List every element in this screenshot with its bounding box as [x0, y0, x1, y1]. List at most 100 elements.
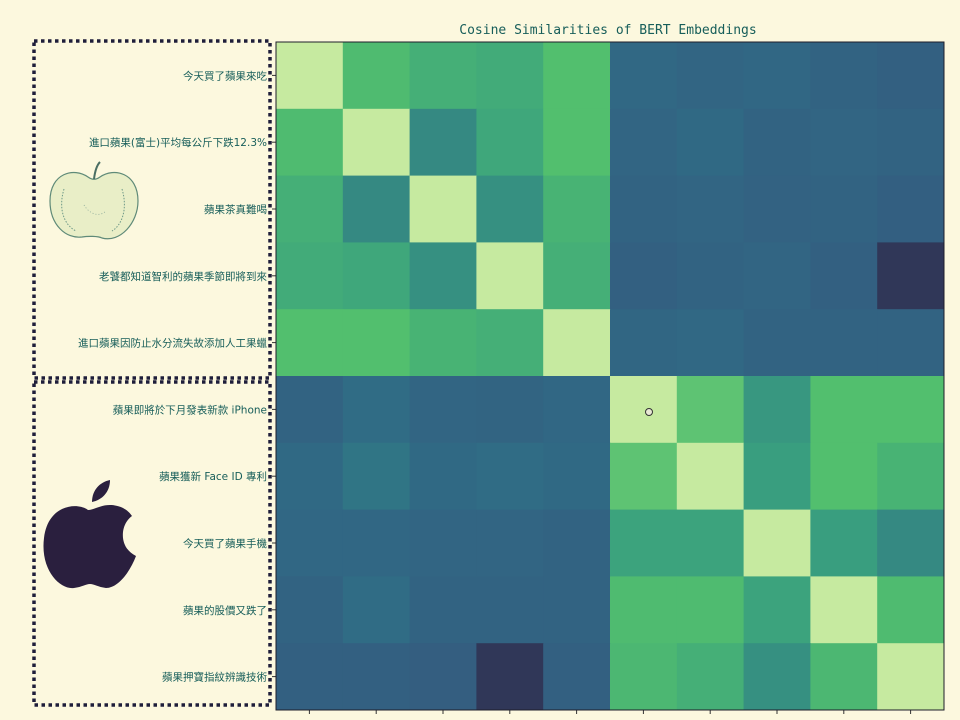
heatmap-cell — [409, 42, 477, 110]
apple-logo-icon — [43, 480, 136, 589]
row-label: 蘋果茶真難喝 — [204, 203, 267, 216]
heatmap-cell — [743, 309, 811, 377]
heatmap-cell — [276, 309, 344, 377]
heatmap-cell — [610, 509, 678, 577]
row-label: 蘋果即將於下月發表新款 iPhone — [113, 403, 267, 416]
heatmap-cell — [676, 108, 745, 177]
heatmap-cell — [743, 175, 811, 243]
heatmap-cell — [810, 576, 878, 644]
heatmap-cell — [276, 509, 344, 577]
heatmap-cell — [877, 108, 945, 177]
heatmap-cell — [743, 442, 811, 511]
heatmap-cell — [476, 509, 544, 577]
heatmap-cell — [543, 509, 611, 577]
row-label: 今天買了蘋果來吃 — [183, 69, 267, 82]
heatmap-cell — [342, 509, 411, 577]
heatmap-cell — [676, 442, 745, 511]
heatmap-cell — [543, 643, 611, 711]
heatmap-cell — [476, 376, 544, 444]
heatmap-cell — [476, 242, 544, 310]
heatmap-cell — [476, 108, 544, 177]
heatmap-cell — [276, 242, 344, 310]
heatmap-cell — [610, 42, 678, 110]
heatmap-cell — [877, 309, 945, 377]
heatmap-cell — [810, 175, 878, 243]
heatmap-cell — [342, 242, 411, 310]
heatmap-cell — [743, 376, 811, 444]
heatmap-cell — [409, 309, 477, 377]
heatmap-cell — [342, 376, 411, 444]
heatmap-cell — [676, 42, 745, 110]
cursor-marker — [645, 408, 653, 416]
fruit-apple-icon — [49, 161, 139, 240]
row-label: 蘋果的股價又跌了 — [183, 604, 267, 617]
row-label: 蘋果獲新 Face ID 專利 — [159, 470, 267, 483]
heatmap-cell — [409, 576, 477, 644]
heatmap-cells — [276, 42, 945, 711]
plot-frame — [275, 41, 945, 711]
heatmap-cell — [342, 643, 411, 711]
heatmap-cell — [342, 309, 411, 377]
heatmap-cell — [409, 509, 477, 577]
heatmap-cell — [877, 242, 945, 310]
row-label: 老饕都知道智利的蘋果季節即將到來 — [99, 270, 267, 283]
row-label: 進口蘋果因防止水分流失故添加人工果蠟 — [78, 337, 267, 350]
heatmap-cell — [743, 108, 811, 177]
heatmap-cell — [743, 576, 811, 644]
heatmap-cell — [342, 576, 411, 644]
heatmap-cell — [342, 442, 411, 511]
heatmap-cell — [342, 175, 411, 243]
y-tick-marks — [272, 74, 276, 678]
heatmap-cell — [877, 42, 945, 110]
heatmap-cell — [409, 442, 477, 511]
heatmap-cell — [610, 576, 678, 644]
heatmap-cell — [276, 108, 344, 177]
heatmap-cell — [543, 42, 611, 110]
heatmap-cell — [676, 376, 745, 444]
heatmap-cell — [476, 175, 544, 243]
heatmap-cell — [743, 242, 811, 310]
x-tick-marks — [308, 710, 912, 714]
heatmap-cell — [610, 442, 678, 511]
heatmap-cell — [810, 309, 878, 377]
heatmap-cell — [543, 108, 611, 177]
heatmap-cell — [743, 509, 811, 577]
row-label: 進口蘋果(富士)平均每公斤下跌12.3% — [89, 136, 267, 149]
heatmap-cell — [476, 309, 544, 377]
heatmap-cell — [610, 376, 678, 444]
heatmap-cell — [810, 643, 878, 711]
heatmap-cell — [409, 242, 477, 310]
heatmap-cell — [342, 108, 411, 177]
heatmap-cell — [676, 643, 745, 711]
heatmap-cell — [810, 108, 878, 177]
heatmap-cell — [476, 442, 544, 511]
heatmap-cell — [276, 576, 344, 644]
heatmap-cell — [877, 175, 945, 243]
heatmap-cell — [610, 309, 678, 377]
heatmap-cell — [676, 242, 745, 310]
heatmap-cell — [476, 576, 544, 644]
heatmap-cell — [276, 442, 344, 511]
row-label: 蘋果押寶指紋辨識技術 — [162, 671, 267, 684]
heatmap-cell — [676, 175, 745, 243]
heatmap-cell — [877, 376, 945, 444]
heatmap-cell — [476, 643, 544, 711]
heatmap-cell — [543, 442, 611, 511]
heatmap-cell — [543, 242, 611, 310]
heatmap-cell — [877, 509, 945, 577]
heatmap-cell — [676, 509, 745, 577]
heatmap-cell — [810, 42, 878, 110]
heatmap-cell — [342, 42, 411, 110]
heatmap-cell — [409, 643, 477, 711]
heatmap-cell — [276, 175, 344, 243]
heatmap-cell — [476, 42, 544, 110]
heatmap-cell — [610, 175, 678, 243]
heatmap-cell — [409, 175, 477, 243]
heatmap-cell — [276, 643, 344, 711]
heatmap-cell — [676, 309, 745, 377]
heatmap-cell — [610, 643, 678, 711]
heatmap-cell — [810, 376, 878, 444]
heatmap-cell — [409, 108, 477, 177]
heatmap-cell — [877, 576, 945, 644]
